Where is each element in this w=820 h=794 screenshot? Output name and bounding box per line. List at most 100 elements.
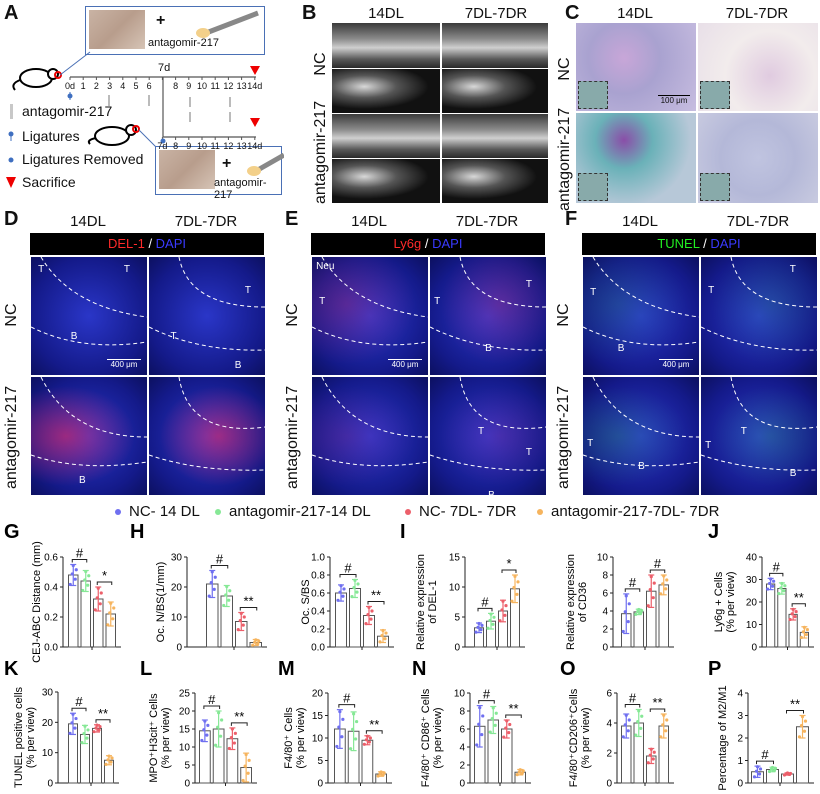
data-point: [491, 622, 495, 626]
y-tick-label: 0: [184, 779, 190, 790]
y-tick-label: 10: [42, 748, 54, 759]
data-point: [340, 735, 344, 739]
data-point: [94, 726, 98, 730]
data-point: [92, 730, 96, 734]
significance-bracket: [71, 707, 87, 712]
row-label-antagomir: antagomir-217: [312, 100, 329, 204]
bar-chart-k: K 0 10 20 30 TUNEL positive cells (% per view)…: [4, 658, 119, 790]
data-point: [802, 625, 806, 629]
data-point: [216, 725, 220, 729]
region-label: B: [638, 461, 645, 473]
data-point: [352, 712, 356, 716]
data-point: [510, 599, 514, 603]
bar-chart-n: N 0 2 4 6 8 10 F4/80⁺ CD86⁺ Cells (% per view) # *…: [412, 658, 531, 790]
significance-bracket: [477, 607, 493, 612]
data-point: [490, 717, 494, 721]
red-triangle-icon: [6, 177, 16, 188]
col-header-14dl: 14DL: [351, 213, 387, 230]
y-tick-label: 0: [47, 779, 53, 790]
data-point: [74, 568, 78, 572]
significance-bracket: [769, 572, 784, 577]
significance-marker: #: [629, 575, 637, 590]
panel-label: K: [4, 658, 19, 680]
timeline-day-label: 7d: [157, 141, 168, 151]
col-header-14dl: 14DL: [70, 213, 106, 230]
data-point: [224, 593, 228, 597]
y-axis-label: (% per view): [295, 707, 307, 768]
row-label-nc: NC: [312, 52, 329, 76]
data-point: [784, 772, 789, 776]
region-label: T: [740, 425, 747, 437]
significance-bracket: [365, 730, 383, 734]
scale-bar: 100 μm: [658, 95, 690, 105]
data-point: [355, 590, 359, 594]
data-point: [648, 753, 652, 757]
data-point: [241, 623, 245, 627]
data-point: [772, 579, 776, 583]
data-point: [210, 570, 214, 574]
bar: [799, 631, 809, 648]
data-point: [477, 621, 481, 626]
significance-bracket: [71, 559, 88, 563]
bar: [646, 755, 657, 784]
timeline-day-label: 0d: [64, 81, 75, 91]
data-point: [780, 581, 784, 586]
significance-marker: **: [234, 709, 244, 724]
data-point: [665, 578, 669, 582]
y-axis-label: Oc. N/BS(1/mm): [155, 562, 167, 643]
data-point: [773, 766, 778, 770]
region-boundary-lines: [312, 257, 428, 346]
y-axis-label: Relative expression: [415, 554, 427, 650]
data-point: [507, 731, 511, 735]
significance-marker: #: [75, 694, 83, 709]
bar-chart-sub4: 0 2 4 6 8 10 Relative expression of CD36 # #: [565, 553, 674, 654]
significance-bracket: [649, 708, 666, 712]
data-point: [349, 747, 353, 751]
data-point: [639, 726, 643, 731]
region-label: T: [789, 264, 796, 276]
y-tick-label: 20: [42, 718, 54, 729]
data-point: [98, 724, 102, 729]
significance-bracket: [210, 565, 229, 569]
data-point: [787, 772, 792, 777]
significance-marker: #: [654, 556, 662, 571]
data-point: [504, 604, 508, 608]
data-point: [805, 627, 809, 632]
stain-label: TUNEL: [657, 236, 700, 251]
timeline-day-label: 9: [186, 141, 192, 151]
data-point: [639, 611, 643, 615]
y-axis-label: Percentage of M2/M1: [717, 685, 729, 790]
data-point: [244, 752, 248, 757]
col-header-7dl-7dr: 7DL-7DR: [725, 5, 789, 22]
bar: [347, 730, 360, 784]
data-point: [207, 594, 211, 598]
bar: [361, 739, 374, 784]
data-point: [777, 591, 781, 596]
y-tick-label: 10: [454, 689, 466, 700]
data-point: [640, 714, 644, 718]
y-tick-label: 1.0: [311, 553, 325, 564]
y-tick-label: 0.6: [311, 589, 325, 600]
data-point: [488, 618, 492, 623]
data-point: [476, 625, 480, 629]
y-tick-label: 0: [176, 643, 182, 654]
stain-label: Ly6g: [393, 236, 422, 251]
data-point: [368, 736, 372, 740]
significance-bracket: [96, 581, 113, 585]
data-point: [637, 607, 641, 612]
y-axis-label: TUNEL positive cells: [13, 686, 25, 788]
bar: [777, 588, 787, 648]
panel-label: P: [708, 658, 721, 680]
timeline-day-label: 5: [133, 81, 139, 91]
data-point: [381, 628, 385, 633]
y-tick-label: 2: [606, 749, 612, 760]
data-point: [801, 630, 805, 634]
data-point: [772, 768, 777, 773]
significance-bracket: [230, 722, 248, 726]
data-point: [352, 586, 356, 590]
data-point: [95, 596, 99, 600]
data-point: [217, 711, 221, 715]
row-label-nc: NC: [3, 303, 20, 327]
data-point: [99, 591, 103, 595]
significance-bracket: [339, 574, 357, 578]
